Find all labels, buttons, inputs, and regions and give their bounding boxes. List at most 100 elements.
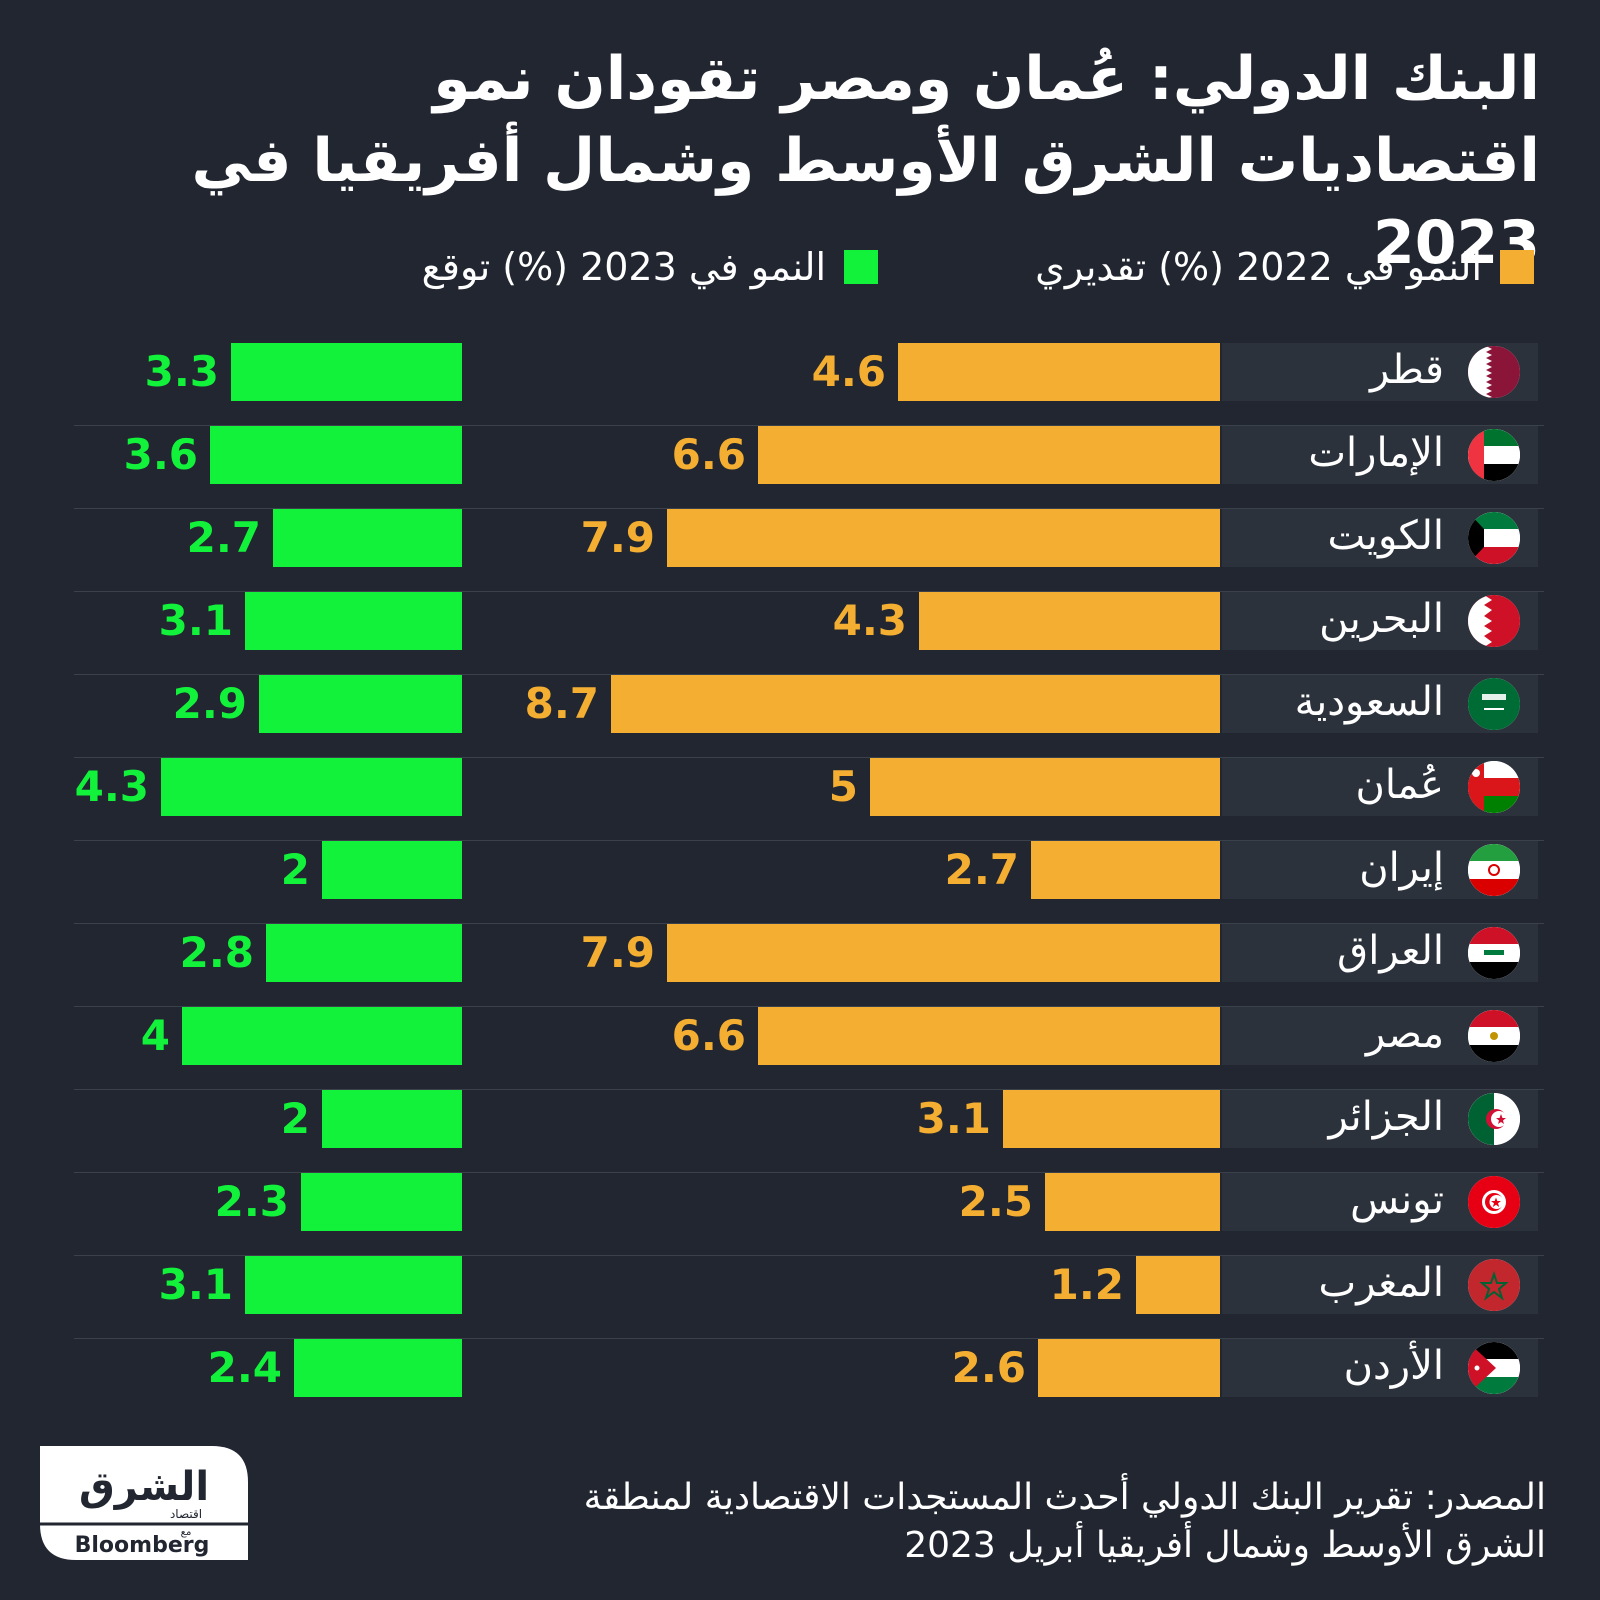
value-label-2022: 2.6	[951, 1343, 1026, 1392]
country-name: المغرب	[1318, 1260, 1444, 1306]
chart-row: الكويت 7.9 2.7	[0, 509, 1600, 592]
bar-2023	[259, 675, 462, 733]
bar-2023	[231, 343, 462, 401]
country-name: العراق	[1337, 928, 1444, 974]
iraq-flag-icon	[1468, 927, 1520, 979]
logo-with-text: مع	[181, 1527, 192, 1538]
country-label-cell: الجزائر	[1222, 1090, 1538, 1148]
oman-flag-icon	[1468, 761, 1520, 813]
value-label-2023: 2.4	[207, 1343, 282, 1392]
country-label-cell: عُمان	[1222, 758, 1538, 816]
bar-2022	[1038, 1339, 1220, 1397]
value-label-2022: 6.6	[671, 1011, 746, 1060]
chart-row: قطر 4.6 3.3	[0, 343, 1600, 426]
value-label-2022: 8.7	[524, 679, 599, 728]
country-label-cell: مصر	[1222, 1007, 1538, 1065]
logo-partner-text: Bloomberg	[75, 1533, 210, 1558]
bar-2023	[245, 1256, 462, 1314]
value-label-2023: 2.9	[172, 679, 247, 728]
country-label-cell: السعودية	[1222, 675, 1538, 733]
country-label-cell: العراق	[1222, 924, 1538, 982]
country-label-cell: الأردن	[1222, 1339, 1538, 1397]
uae-flag-icon	[1468, 429, 1520, 481]
bar-2022	[611, 675, 1220, 733]
bar-2022	[919, 592, 1220, 650]
country-label-cell: الإمارات	[1222, 426, 1538, 484]
bar-2022	[758, 426, 1220, 484]
qatar-flag-icon	[1468, 346, 1520, 398]
value-label-2023: 3.3	[144, 347, 219, 396]
value-label-2022: 6.6	[671, 430, 746, 479]
jordan-flag-icon	[1468, 1342, 1520, 1394]
bar-2023	[182, 1007, 462, 1065]
row-divider	[74, 1338, 1544, 1339]
chart-title: البنك الدولي: عُمان ومصر تقودان نمو اقتص…	[191, 44, 1540, 278]
bar-2022	[898, 343, 1220, 401]
value-label-2023: 3.1	[158, 1260, 233, 1309]
bar-2022	[1003, 1090, 1220, 1148]
bar-2023	[273, 509, 462, 567]
value-label-2022: 3.1	[916, 1094, 991, 1143]
chart-row: المغرب 1.2 3.1	[0, 1256, 1600, 1339]
legend-swatch-2023	[844, 250, 878, 284]
bar-2023	[161, 758, 462, 816]
row-divider	[74, 674, 1544, 675]
value-label-2023: 2.8	[179, 928, 254, 977]
country-name: عُمان	[1355, 762, 1444, 808]
country-name: قطر	[1369, 347, 1444, 393]
value-label-2023: 3.6	[123, 430, 198, 479]
row-divider	[74, 1006, 1544, 1007]
row-divider	[74, 1255, 1544, 1256]
value-label-2022: 4.6	[811, 347, 886, 396]
egypt-flag-icon	[1468, 1010, 1520, 1062]
row-divider	[74, 923, 1544, 924]
legend-label-2023: النمو في 2023 (%) توقع	[421, 245, 826, 289]
country-name: الأردن	[1343, 1343, 1444, 1389]
source-note: المصدر: تقرير البنك الدولي أحدث المستجدا…	[583, 1477, 1546, 1566]
chart-row: تونس 2.5 2.3	[0, 1173, 1600, 1256]
country-name: الإمارات	[1308, 430, 1444, 476]
value-label-2022: 2.5	[958, 1177, 1033, 1226]
value-label-2023: 3.1	[158, 596, 233, 645]
value-label-2022: 1.2	[1049, 1260, 1124, 1309]
algeria-flag-icon	[1468, 1093, 1520, 1145]
value-label-2022: 2.7	[944, 845, 1019, 894]
bahrain-flag-icon	[1468, 595, 1520, 647]
country-name: الجزائر	[1328, 1094, 1444, 1140]
bar-2022	[667, 509, 1220, 567]
row-divider	[74, 1089, 1544, 1090]
morocco-flag-icon	[1468, 1259, 1520, 1311]
bar-2022	[1136, 1256, 1220, 1314]
chart-row: إيران 2.7 2	[0, 841, 1600, 924]
country-name: تونس	[1350, 1177, 1444, 1223]
bar-2023	[266, 924, 462, 982]
asharq-bloomberg-logo: الشرق اقتصاد مع Bloomberg	[40, 1446, 248, 1560]
country-name: السعودية	[1294, 679, 1444, 725]
logo-sub-text: اقتصاد	[170, 1507, 202, 1521]
country-label-cell: البحرين	[1222, 592, 1538, 650]
country-name: الكويت	[1327, 513, 1444, 559]
value-label-2022: 5	[828, 762, 858, 811]
country-label-cell: تونس	[1222, 1173, 1538, 1231]
bar-2022	[1031, 841, 1220, 899]
bar-2022	[1045, 1173, 1220, 1231]
value-label-2023: 2	[280, 845, 310, 894]
iran-flag-icon	[1468, 844, 1520, 896]
bar-2022	[667, 924, 1220, 982]
row-divider	[74, 508, 1544, 509]
chart-row: السعودية 8.7 2.9	[0, 675, 1600, 758]
value-label-2023: 2	[280, 1094, 310, 1143]
country-name: البحرين	[1319, 596, 1444, 642]
row-divider	[74, 757, 1544, 758]
tunisia-flag-icon	[1468, 1176, 1520, 1228]
country-label-cell: إيران	[1222, 841, 1538, 899]
chart-row: مصر 6.6 4	[0, 1007, 1600, 1090]
chart-row: الأردن 2.6 2.4	[0, 1339, 1600, 1422]
value-label-2023: 4	[140, 1011, 170, 1060]
value-label-2022: 7.9	[580, 928, 655, 977]
chart-row: الجزائر 3.1 2	[0, 1090, 1600, 1173]
chart-row: عُمان 5 4.3	[0, 758, 1600, 841]
bar-2022	[758, 1007, 1220, 1065]
chart-row: البحرين 4.3 3.1	[0, 592, 1600, 675]
bar-2023	[322, 841, 462, 899]
